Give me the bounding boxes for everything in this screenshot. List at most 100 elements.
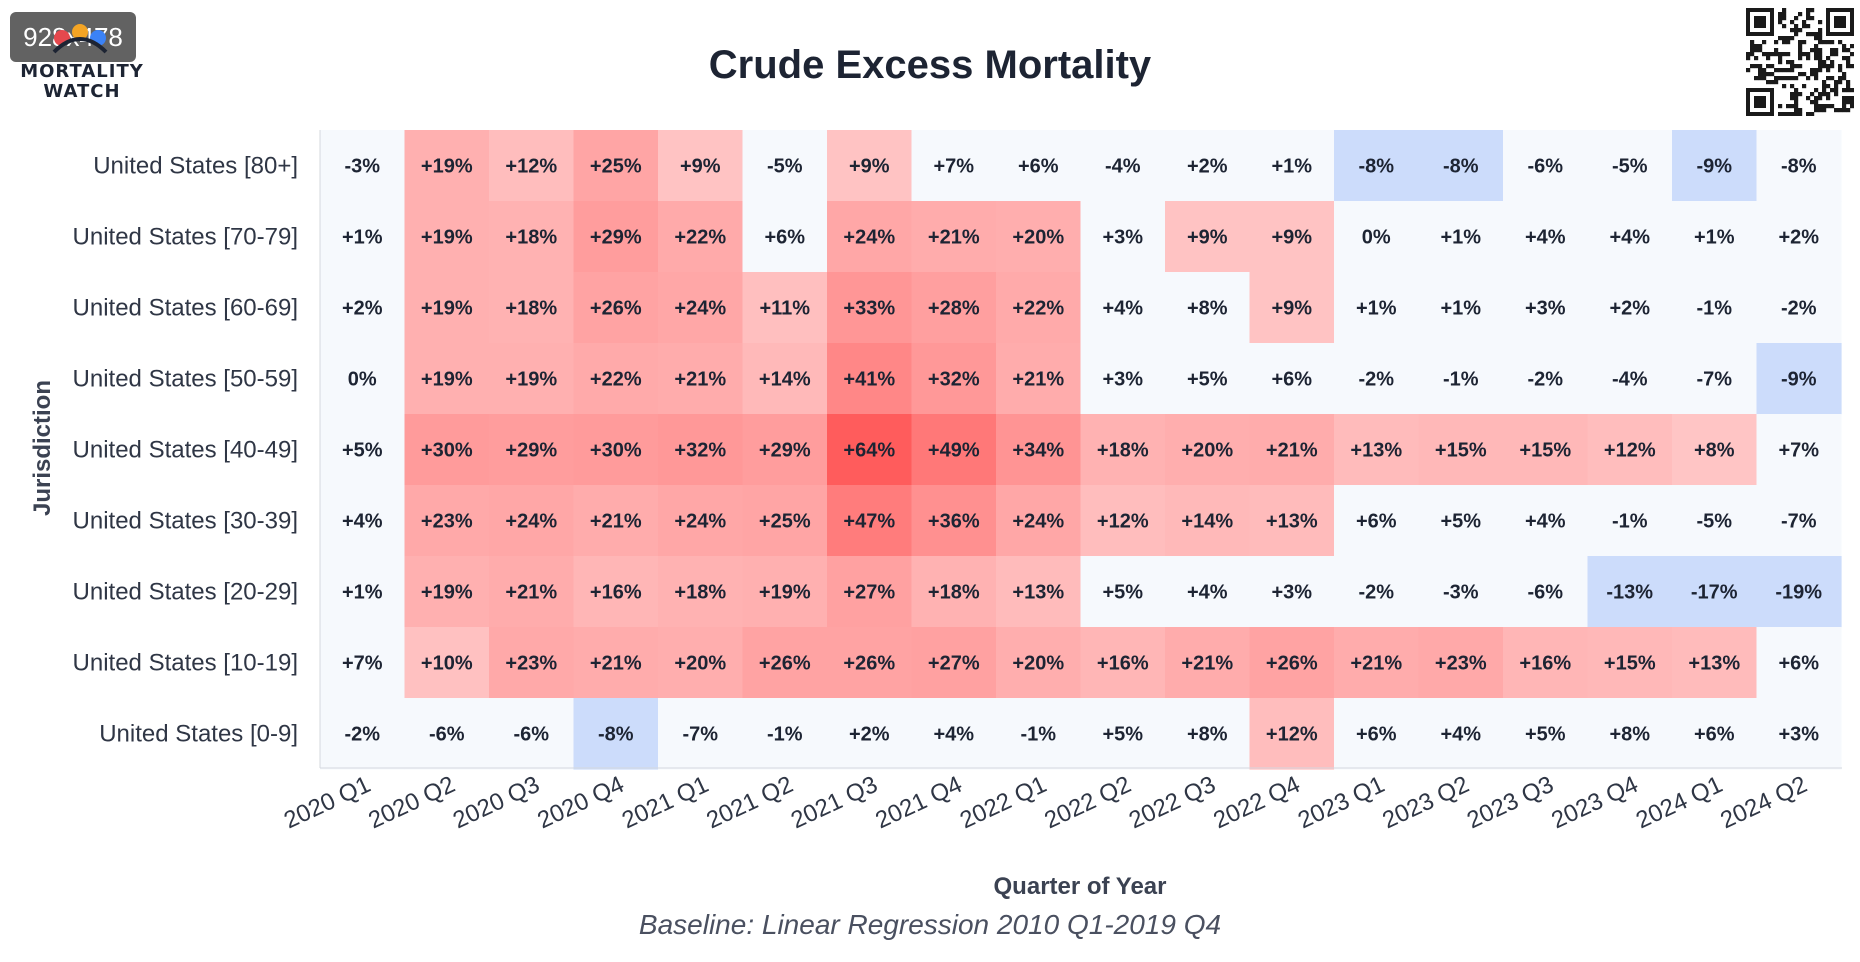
heatmap-cell[interactable]: [1503, 272, 1589, 344]
heatmap-cell[interactable]: [1334, 556, 1420, 628]
heatmap-cell[interactable]: [320, 485, 406, 557]
heatmap-cell[interactable]: [404, 698, 490, 770]
heatmap-cell[interactable]: [1672, 556, 1758, 628]
heatmap-cell[interactable]: [911, 201, 997, 273]
heatmap-cell[interactable]: [827, 130, 913, 202]
heatmap-cell[interactable]: [658, 272, 744, 344]
heatmap-cell[interactable]: [404, 201, 490, 273]
heatmap-cell[interactable]: [1587, 343, 1673, 415]
heatmap-cell[interactable]: [1249, 556, 1335, 628]
heatmap-cell[interactable]: [573, 130, 659, 202]
heatmap-cell[interactable]: [996, 485, 1082, 557]
heatmap-cell[interactable]: [996, 698, 1082, 770]
heatmap-cell[interactable]: [1334, 272, 1420, 344]
heatmap-cell[interactable]: [1756, 627, 1842, 699]
heatmap-cell[interactable]: [1756, 698, 1842, 770]
heatmap-cell[interactable]: [1418, 272, 1504, 344]
heatmap-cell[interactable]: [996, 343, 1082, 415]
heatmap-cell[interactable]: [911, 130, 997, 202]
heatmap-cell[interactable]: [1334, 698, 1420, 770]
heatmap-cell[interactable]: [1080, 698, 1166, 770]
heatmap-cell[interactable]: [1334, 201, 1420, 273]
heatmap-cell[interactable]: [1334, 343, 1420, 415]
heatmap-cell[interactable]: [489, 272, 575, 344]
heatmap-cell[interactable]: [827, 272, 913, 344]
heatmap-cell[interactable]: [1756, 556, 1842, 628]
heatmap-cell[interactable]: [996, 414, 1082, 486]
heatmap-cell[interactable]: [1418, 556, 1504, 628]
heatmap-cell[interactable]: [827, 201, 913, 273]
heatmap-cell[interactable]: [1080, 485, 1166, 557]
heatmap-cell[interactable]: [911, 698, 997, 770]
heatmap-cell[interactable]: [1756, 414, 1842, 486]
heatmap-cell[interactable]: [1080, 272, 1166, 344]
heatmap-cell[interactable]: [320, 556, 406, 628]
heatmap-cell[interactable]: [1249, 485, 1335, 557]
heatmap-cell[interactable]: [1756, 343, 1842, 415]
heatmap-cell[interactable]: [1165, 414, 1251, 486]
heatmap-cell[interactable]: [1756, 201, 1842, 273]
heatmap-cell[interactable]: [320, 414, 406, 486]
heatmap-cell[interactable]: [404, 343, 490, 415]
heatmap-cell[interactable]: [489, 485, 575, 557]
heatmap-cell[interactable]: [1587, 130, 1673, 202]
heatmap-cell[interactable]: [658, 485, 744, 557]
heatmap-cell[interactable]: [658, 627, 744, 699]
heatmap-cell[interactable]: [1672, 272, 1758, 344]
heatmap-cell[interactable]: [827, 627, 913, 699]
heatmap-cell[interactable]: [1249, 343, 1335, 415]
heatmap-cell[interactable]: [1587, 698, 1673, 770]
heatmap-cell[interactable]: [1503, 414, 1589, 486]
heatmap-cell[interactable]: [827, 343, 913, 415]
heatmap-cell[interactable]: [742, 201, 828, 273]
heatmap-cell[interactable]: [1165, 201, 1251, 273]
heatmap-cell[interactable]: [1672, 343, 1758, 415]
heatmap-cell[interactable]: [742, 130, 828, 202]
heatmap-cell[interactable]: [1418, 485, 1504, 557]
heatmap-cell[interactable]: [996, 201, 1082, 273]
heatmap-cell[interactable]: [911, 556, 997, 628]
heatmap-cell[interactable]: [1418, 627, 1504, 699]
heatmap-cell[interactable]: [1080, 627, 1166, 699]
heatmap-cell[interactable]: [489, 343, 575, 415]
heatmap-cell[interactable]: [1249, 201, 1335, 273]
heatmap-cell[interactable]: [404, 627, 490, 699]
heatmap-cell[interactable]: [489, 556, 575, 628]
heatmap-cell[interactable]: [1249, 272, 1335, 344]
heatmap-cell[interactable]: [1165, 698, 1251, 770]
heatmap-cell[interactable]: [404, 272, 490, 344]
heatmap-cell[interactable]: [1503, 485, 1589, 557]
heatmap-cell[interactable]: [1503, 343, 1589, 415]
qr-code-icon[interactable]: [1746, 8, 1854, 116]
heatmap-cell[interactable]: [489, 414, 575, 486]
heatmap-cell[interactable]: [1587, 272, 1673, 344]
heatmap-cell[interactable]: [489, 130, 575, 202]
heatmap-cell[interactable]: [827, 556, 913, 628]
heatmap-cell[interactable]: [742, 414, 828, 486]
heatmap-cell[interactable]: [1165, 130, 1251, 202]
heatmap-cell[interactable]: [573, 343, 659, 415]
heatmap-cell[interactable]: [996, 130, 1082, 202]
heatmap-cell[interactable]: [1587, 414, 1673, 486]
heatmap-cell[interactable]: [1587, 627, 1673, 699]
heatmap-cell[interactable]: [1756, 130, 1842, 202]
heatmap-cell[interactable]: [996, 627, 1082, 699]
heatmap-cell[interactable]: [1334, 627, 1420, 699]
heatmap-cell[interactable]: [1503, 201, 1589, 273]
heatmap-cell[interactable]: [742, 485, 828, 557]
heatmap-cell[interactable]: [1672, 627, 1758, 699]
heatmap-cell[interactable]: [1165, 556, 1251, 628]
heatmap-cell[interactable]: [1587, 201, 1673, 273]
heatmap-cell[interactable]: [827, 414, 913, 486]
heatmap-cell[interactable]: [658, 343, 744, 415]
heatmap-cell[interactable]: [1672, 414, 1758, 486]
heatmap-cell[interactable]: [573, 627, 659, 699]
heatmap-cell[interactable]: [1165, 343, 1251, 415]
heatmap-cell[interactable]: [1249, 130, 1335, 202]
heatmap-cell[interactable]: [1587, 485, 1673, 557]
heatmap-cell[interactable]: [742, 698, 828, 770]
heatmap-cell[interactable]: [1418, 201, 1504, 273]
heatmap-cell[interactable]: [573, 201, 659, 273]
heatmap-cell[interactable]: [1334, 485, 1420, 557]
heatmap-cell[interactable]: [404, 130, 490, 202]
